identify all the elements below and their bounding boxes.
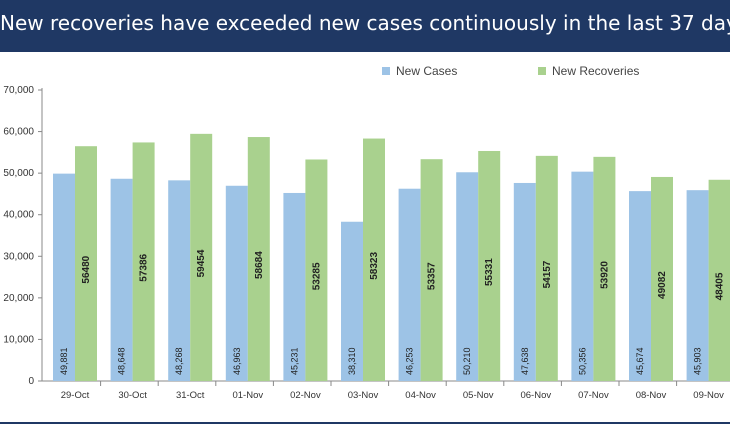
footer-divider: [0, 422, 730, 424]
data-label-new-recoveries: 53285: [311, 262, 322, 290]
bar-new-recoveries: [247, 137, 270, 381]
legend-swatch-new-cases: [382, 67, 390, 75]
x-tick-label: 02-Nov: [290, 390, 321, 401]
y-tick-label: 40,000: [3, 210, 34, 221]
bar-new-cases: [110, 178, 133, 381]
bar-new-cases: [53, 173, 75, 381]
bar-new-cases: [398, 188, 421, 381]
bar-new-recoveries: [132, 142, 155, 381]
data-label-new-recoveries: 56480: [81, 255, 92, 283]
data-label-new-cases: 46,253: [405, 347, 415, 375]
data-label-new-cases: 45,903: [693, 347, 703, 375]
y-tick-label: 70,000: [3, 85, 34, 96]
y-tick-label: 0: [28, 376, 34, 387]
x-tick-label: 31-Oct: [176, 390, 205, 401]
legend-label-new-recoveries: New Recoveries: [552, 64, 639, 78]
data-label-new-cases: 45,674: [635, 347, 645, 375]
data-label-new-recoveries: 53920: [599, 261, 610, 289]
y-tick-label: 20,000: [3, 293, 34, 304]
x-tick-label: 04-Nov: [405, 390, 436, 401]
data-label-new-cases: 49,881: [59, 347, 69, 375]
bar-new-recoveries: [75, 146, 97, 381]
y-tick-label: 50,000: [3, 168, 34, 179]
bar-new-recoveries: [708, 179, 730, 381]
data-label-new-cases: 38,310: [347, 347, 357, 375]
data-label-new-cases: 48,268: [174, 347, 184, 375]
bar-new-recoveries: [190, 133, 213, 381]
data-label-new-cases: 45,231: [289, 347, 299, 375]
bar-new-recoveries: [535, 155, 558, 381]
x-tick-label: 30-Oct: [118, 390, 147, 401]
bar-new-cases: [225, 185, 248, 381]
bar-new-cases: [456, 172, 479, 381]
bar-new-recoveries: [478, 150, 501, 381]
bar-new-cases: [168, 180, 191, 381]
data-label-new-cases: 46,963: [232, 347, 242, 375]
data-label-new-cases: 50,210: [462, 347, 472, 375]
data-label-new-recoveries: 55331: [484, 258, 495, 286]
x-tick-label: 08-Nov: [636, 390, 667, 401]
bar-new-recoveries: [593, 156, 616, 381]
data-label-new-recoveries: 54157: [542, 260, 553, 288]
data-label-new-cases: 47,638: [520, 347, 530, 375]
x-tick-label: 01-Nov: [232, 390, 263, 401]
x-tick-label: 03-Nov: [348, 390, 379, 401]
data-label-new-recoveries: 48405: [715, 272, 726, 300]
y-tick-label: 30,000: [3, 251, 34, 262]
x-tick-label: 09-Nov: [693, 390, 724, 401]
data-label-new-recoveries: 49082: [657, 271, 668, 299]
data-label-new-recoveries: 59454: [196, 249, 207, 277]
bar-chart: 0 10,000 20,000 30,000 40,000 50,000 60,000 70,…: [3, 64, 730, 401]
x-tick-label: 07-Nov: [578, 390, 609, 401]
bar-new-recoveries: [305, 159, 328, 381]
bar-new-cases: [283, 192, 306, 381]
y-tick-label: 60,000: [3, 127, 34, 138]
data-label-new-recoveries: 53357: [427, 262, 438, 290]
x-tick-label: 05-Nov: [463, 390, 494, 401]
data-label-new-cases: 48,648: [117, 347, 127, 375]
bar-new-cases: [571, 171, 594, 381]
data-label-new-recoveries: 57386: [139, 253, 150, 281]
bar-new-recoveries: [420, 159, 443, 381]
legend-swatch-new-recoveries: [538, 67, 546, 75]
data-label-new-recoveries: 58684: [254, 251, 265, 279]
y-tick-label: 10,000: [3, 334, 34, 345]
title-banner: New recoveries have exceeded new cases c…: [0, 0, 730, 52]
chart-title: New recoveries have exceeded new cases c…: [0, 11, 730, 35]
data-label-new-recoveries: 58323: [369, 252, 380, 280]
legend-label-new-cases: New Cases: [396, 64, 457, 78]
bar-new-cases: [686, 190, 709, 381]
bar-new-cases: [341, 221, 363, 381]
bar-new-recoveries: [651, 176, 673, 381]
data-label-new-cases: 50,356: [577, 347, 587, 375]
bar-new-cases: [513, 182, 536, 381]
bar-new-recoveries: [363, 138, 385, 381]
x-tick-label: 06-Nov: [520, 390, 551, 401]
x-tick-label: 29-Oct: [61, 390, 90, 401]
bar-new-cases: [629, 191, 651, 381]
